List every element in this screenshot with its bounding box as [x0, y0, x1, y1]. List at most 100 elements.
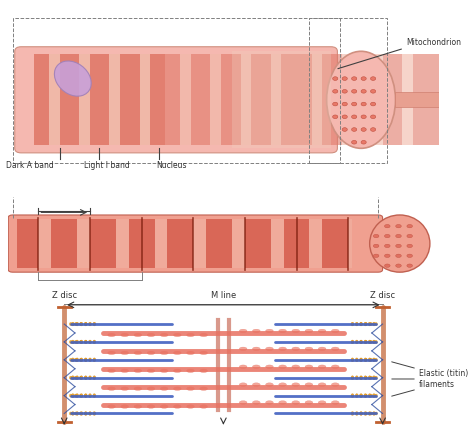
Ellipse shape	[279, 347, 286, 350]
Ellipse shape	[84, 322, 87, 325]
Text: Mitochondrion: Mitochondrion	[406, 38, 461, 47]
Ellipse shape	[89, 358, 91, 362]
Bar	[428, 54, 443, 145]
Bar	[283, 219, 310, 268]
Ellipse shape	[365, 322, 367, 325]
Ellipse shape	[80, 340, 82, 343]
Ellipse shape	[74, 376, 77, 379]
Ellipse shape	[253, 383, 260, 386]
Ellipse shape	[134, 351, 142, 355]
Bar	[342, 54, 353, 145]
Ellipse shape	[318, 401, 326, 404]
Bar	[90, 219, 116, 268]
Bar	[395, 92, 438, 107]
Ellipse shape	[364, 322, 367, 326]
Ellipse shape	[71, 394, 74, 398]
Ellipse shape	[108, 333, 115, 337]
Ellipse shape	[365, 394, 367, 397]
Ellipse shape	[327, 51, 395, 148]
Text: Light I band: Light I band	[84, 161, 130, 170]
Ellipse shape	[84, 340, 87, 344]
Ellipse shape	[364, 376, 367, 380]
Ellipse shape	[365, 358, 367, 361]
Ellipse shape	[342, 89, 347, 93]
Ellipse shape	[318, 329, 326, 333]
Bar	[210, 54, 221, 145]
Ellipse shape	[355, 376, 358, 380]
Ellipse shape	[342, 77, 347, 81]
Ellipse shape	[360, 412, 363, 415]
Ellipse shape	[71, 340, 74, 344]
Ellipse shape	[355, 394, 358, 398]
Ellipse shape	[89, 412, 91, 415]
Ellipse shape	[292, 401, 300, 404]
Ellipse shape	[265, 365, 273, 368]
Ellipse shape	[69, 394, 72, 397]
Bar	[79, 54, 90, 145]
Polygon shape	[232, 51, 331, 148]
Ellipse shape	[373, 394, 375, 398]
Ellipse shape	[364, 340, 367, 344]
Ellipse shape	[331, 383, 339, 386]
Bar	[109, 54, 120, 145]
Ellipse shape	[84, 412, 87, 415]
Ellipse shape	[370, 358, 373, 361]
Ellipse shape	[360, 322, 362, 325]
Ellipse shape	[279, 383, 286, 386]
Ellipse shape	[368, 322, 371, 326]
FancyBboxPatch shape	[15, 47, 337, 153]
Bar	[109, 54, 120, 145]
Ellipse shape	[351, 412, 354, 415]
Ellipse shape	[384, 244, 390, 247]
Bar	[17, 219, 38, 268]
Ellipse shape	[331, 365, 339, 368]
Ellipse shape	[93, 394, 96, 398]
Ellipse shape	[80, 358, 83, 362]
Bar	[454, 54, 473, 145]
Ellipse shape	[76, 322, 79, 326]
Ellipse shape	[370, 340, 373, 343]
Ellipse shape	[69, 358, 72, 361]
Ellipse shape	[361, 89, 366, 93]
Ellipse shape	[89, 322, 91, 326]
Ellipse shape	[93, 340, 96, 344]
Ellipse shape	[292, 329, 300, 333]
Ellipse shape	[355, 412, 358, 415]
Ellipse shape	[71, 358, 74, 362]
Bar	[310, 219, 322, 268]
Bar	[473, 54, 474, 145]
Ellipse shape	[352, 128, 357, 131]
Ellipse shape	[84, 358, 87, 361]
Ellipse shape	[187, 387, 194, 391]
Ellipse shape	[74, 340, 77, 343]
Ellipse shape	[342, 128, 347, 131]
Ellipse shape	[361, 115, 366, 119]
Ellipse shape	[200, 351, 208, 355]
Ellipse shape	[84, 412, 87, 415]
Ellipse shape	[160, 387, 168, 391]
Ellipse shape	[76, 412, 79, 415]
Ellipse shape	[407, 264, 412, 267]
Ellipse shape	[80, 358, 82, 361]
Ellipse shape	[333, 77, 338, 81]
Bar	[34, 54, 49, 145]
Ellipse shape	[93, 358, 96, 362]
Ellipse shape	[368, 340, 371, 344]
Ellipse shape	[373, 322, 375, 326]
Bar	[193, 219, 206, 268]
Bar	[139, 54, 150, 145]
Ellipse shape	[342, 102, 347, 106]
Bar	[150, 54, 165, 145]
Bar	[120, 54, 139, 145]
Ellipse shape	[89, 394, 91, 398]
Ellipse shape	[396, 244, 401, 247]
Ellipse shape	[253, 401, 260, 404]
Ellipse shape	[80, 412, 83, 415]
Ellipse shape	[76, 358, 79, 362]
Ellipse shape	[80, 322, 83, 326]
Ellipse shape	[147, 387, 155, 391]
Ellipse shape	[361, 128, 366, 131]
Bar	[322, 54, 342, 145]
Ellipse shape	[305, 401, 313, 404]
Ellipse shape	[265, 329, 273, 333]
